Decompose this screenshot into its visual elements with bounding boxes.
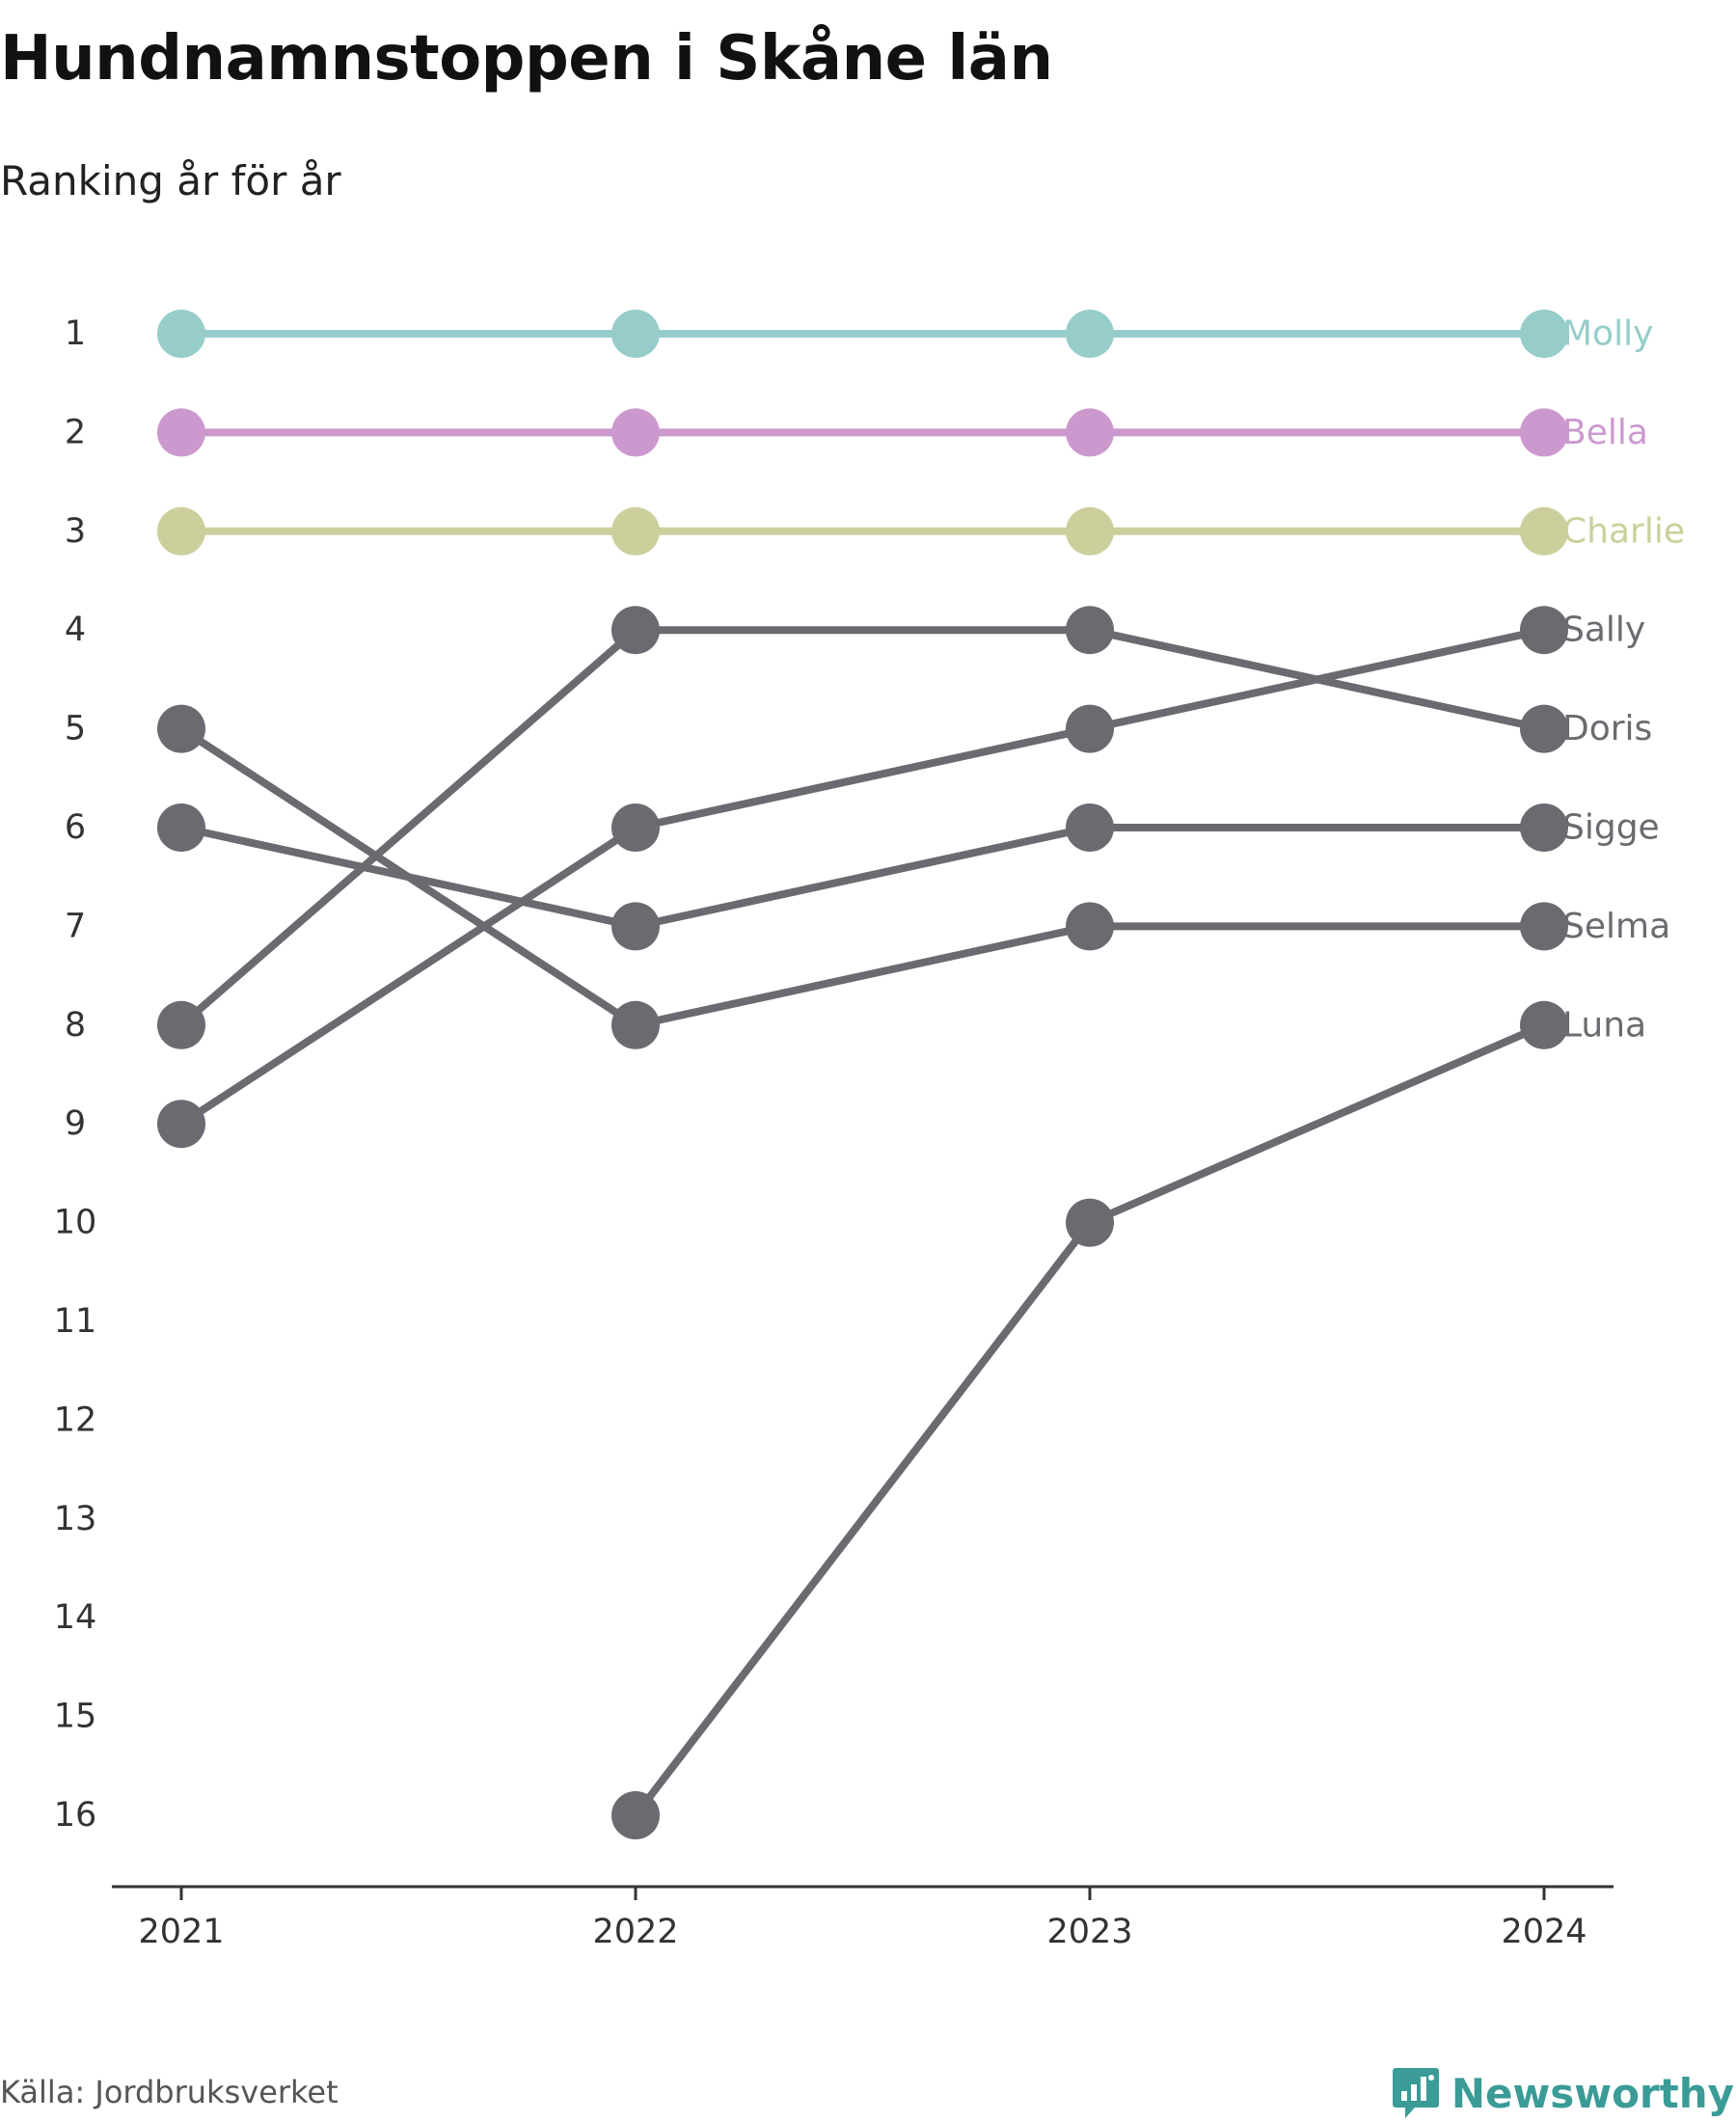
end-label: Luna (1562, 1005, 1646, 1045)
y-tick-label: 8 (65, 1006, 86, 1045)
chart-title: Hundnamnstoppen i Skåne län (0, 23, 1053, 95)
data-point (1520, 606, 1568, 655)
data-point (157, 310, 205, 358)
y-tick-label: 9 (65, 1104, 86, 1143)
data-point (1520, 506, 1568, 556)
chart-subtitle: Ranking år för år (0, 157, 341, 204)
source-note: Källa: Jordbruksverket (0, 2074, 339, 2110)
x-tick-label: 2024 (1501, 1913, 1587, 1951)
series-points (157, 310, 1568, 1839)
data-point (1066, 310, 1114, 358)
data-point (611, 606, 660, 655)
data-point (1520, 704, 1568, 753)
y-tick-label: 3 (65, 512, 86, 551)
y-tick-label: 5 (65, 710, 86, 748)
end-label: Charlie (1562, 511, 1685, 551)
y-tick-label: 15 (54, 1698, 97, 1736)
series-line (177, 626, 1548, 1129)
data-point (1066, 506, 1114, 556)
data-point (1520, 803, 1568, 852)
series-line (632, 1020, 1548, 1819)
x-tick-label: 2021 (138, 1913, 224, 1951)
y-tick-label: 6 (65, 808, 86, 847)
end-label: Sigge (1562, 808, 1660, 848)
newsworthy-logo-icon (1392, 2068, 1439, 2118)
data-point (1066, 902, 1114, 951)
x-axis: 2021 2022 2023 2024 (112, 1885, 1614, 1951)
data-point (1066, 408, 1114, 457)
y-tick-label: 16 (54, 1796, 97, 1835)
data-point (1066, 803, 1114, 852)
data-point (611, 902, 660, 951)
y-tick-label: 1 (65, 314, 86, 353)
end-label: Sally (1562, 611, 1645, 650)
data-point (1520, 902, 1568, 951)
data-point (157, 1100, 205, 1149)
data-point (157, 704, 205, 753)
data-point (157, 1000, 205, 1049)
data-point (1066, 704, 1114, 753)
x-tick-label: 2023 (1046, 1913, 1132, 1951)
data-point (611, 1791, 660, 1839)
y-tick-label: 7 (65, 907, 86, 945)
y-tick-label: 12 (54, 1401, 97, 1439)
data-point (611, 803, 660, 852)
y-tick-label: 11 (54, 1302, 97, 1341)
data-point (1520, 1000, 1568, 1049)
end-label: Bella (1562, 413, 1648, 452)
data-point (1520, 408, 1568, 457)
data-point (611, 506, 660, 556)
data-point (157, 408, 205, 457)
y-tick-label: 2 (65, 413, 86, 451)
end-label: Molly (1562, 314, 1653, 354)
data-point (611, 408, 660, 457)
data-point (1520, 310, 1568, 358)
brand-logo[interactable]: Newsworthy (1392, 2066, 1734, 2120)
series-line (177, 724, 1548, 1029)
y-tick-label: 13 (54, 1500, 97, 1538)
y-tick-label: 4 (65, 611, 86, 649)
data-point (1066, 1198, 1114, 1247)
y-tick-label: 10 (54, 1204, 97, 1242)
end-labels: Molly Bella Charlie Sally Doris Sigge Selma Lun… (1562, 314, 1685, 1046)
end-label: Selma (1562, 907, 1670, 946)
data-point (157, 803, 205, 852)
brand-name: Newsworthy (1451, 2069, 1734, 2117)
data-point (1066, 606, 1114, 655)
series-lines (177, 330, 1548, 1819)
data-point (611, 1000, 660, 1049)
data-point (157, 506, 205, 556)
x-tick-label: 2022 (592, 1913, 678, 1951)
y-tick-label: 14 (54, 1598, 97, 1637)
end-label: Doris (1562, 709, 1652, 748)
data-point (611, 310, 660, 358)
